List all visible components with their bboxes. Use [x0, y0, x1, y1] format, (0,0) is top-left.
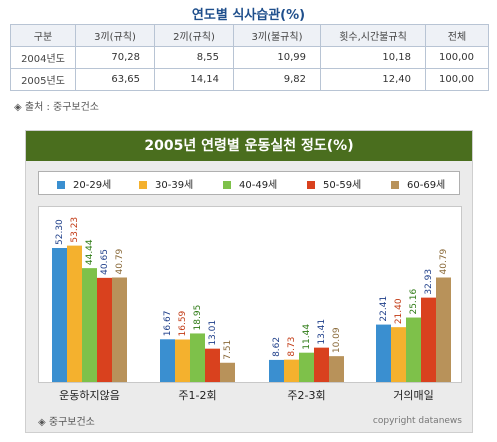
- legend-swatch: [307, 181, 315, 189]
- legend-label: 60-69세: [407, 180, 446, 191]
- table-cell: 14,14: [154, 68, 234, 91]
- table-cell: 100,00: [425, 68, 489, 91]
- bar: [112, 277, 127, 382]
- source-note: ◈ 출처 : 중구보건소: [14, 102, 99, 113]
- header-cell: 3끼(규칙): [75, 24, 155, 47]
- legend-label: 30-39세: [155, 180, 194, 191]
- legend-swatch: [139, 181, 147, 189]
- data-label: 11.44: [302, 324, 312, 350]
- data-label: 40.79: [115, 248, 125, 274]
- bar: [97, 277, 112, 382]
- chart-source: ◈ 중구보건소: [38, 417, 95, 428]
- bar: [284, 359, 299, 382]
- table-row: 2004년도 70,28 8,55 10,99 10,18 100,00: [10, 46, 489, 69]
- table-title: 연도별 식사습관(%): [191, 8, 306, 23]
- data-label: 21.40: [394, 298, 404, 324]
- bar: [376, 324, 391, 382]
- data-label: 18.95: [193, 305, 203, 331]
- data-label: 16.59: [178, 310, 188, 336]
- legend-label: 40-49세: [239, 180, 278, 191]
- bar: [299, 352, 314, 382]
- bar: [220, 362, 235, 382]
- data-label: 32.93: [424, 269, 434, 295]
- legend-item: 40-49세: [223, 176, 277, 191]
- data-label: 16.67: [163, 311, 173, 337]
- legend-swatch: [391, 181, 399, 189]
- table-cell: 2004년도: [10, 46, 76, 69]
- table-cell: 10,99: [233, 46, 321, 69]
- data-label: 22.41: [379, 296, 389, 322]
- table-row: 2005년도 63,65 14,14 9,82 12,40 100,00: [10, 68, 489, 91]
- bar: [391, 327, 406, 382]
- bar: [329, 356, 344, 382]
- bar: [421, 297, 436, 382]
- category-label: 거의매일: [393, 389, 434, 402]
- table-header-row: 구분 3끼(규칙) 2끼(규칙) 3끼(불규칙) 횟수,시간불규칙 전체: [10, 24, 489, 47]
- bar: [205, 348, 220, 382]
- table-cell: 8,55: [154, 46, 234, 69]
- header-cell: 구분: [10, 24, 76, 47]
- legend-label: 50-59세: [323, 180, 362, 191]
- table-cell: 10,18: [320, 46, 426, 69]
- header-cell: 횟수,시간불규칙: [320, 24, 426, 47]
- bar: [175, 339, 190, 382]
- bar: [52, 248, 67, 382]
- bar: [269, 359, 284, 382]
- plot-area: 52.30 53.23 44.44 40.65 40.79 16.67 16.59 18.95…: [38, 206, 462, 383]
- table-cell: 70,28: [75, 46, 155, 69]
- category-label: 주2-3회: [287, 389, 326, 402]
- header-cell: 2끼(규칙): [154, 24, 234, 47]
- bar-chart: 52.30 53.23 44.44 40.65 40.79 16.67 16.59 18.95…: [52, 217, 451, 382]
- header-cell: 3끼(불규칙): [233, 24, 321, 47]
- legend-label: 20-29세: [73, 180, 112, 191]
- table-cell: 2005년도: [10, 68, 76, 91]
- chart-panel: 2005년 연령별 운동실천 정도(%) 20-29세 30-39세 40-49세 5…: [25, 130, 473, 433]
- data-label: 7.51: [223, 340, 233, 360]
- table-cell: 100,00: [425, 46, 489, 69]
- table-cell: 12,40: [320, 68, 426, 91]
- bar: [82, 268, 97, 382]
- copyright-text: copyright datanews: [372, 416, 462, 426]
- legend-item: 30-39세: [139, 176, 193, 191]
- bar: [406, 317, 421, 382]
- legend-swatch: [57, 181, 65, 189]
- legend-item: 50-59세: [307, 176, 361, 191]
- legend-swatch: [223, 181, 231, 189]
- data-label: 13.01: [208, 320, 218, 346]
- diet-habits-table: 구분 3끼(규칙) 2끼(규칙) 3끼(불규칙) 횟수,시간불규칙 전체 200…: [10, 24, 489, 91]
- data-label: 40.65: [100, 249, 110, 275]
- bar: [67, 245, 82, 382]
- data-label: 13.41: [317, 319, 327, 345]
- data-label: 52.30: [55, 219, 65, 245]
- chart-title: 2005년 연령별 운동실천 정도(%): [26, 131, 472, 161]
- table-cell: 9,82: [233, 68, 321, 91]
- data-label: 8.73: [287, 337, 297, 357]
- category-label: 운동하지않음: [59, 389, 120, 402]
- chart-legend: 20-29세 30-39세 40-49세 50-59세 60-69세: [38, 171, 460, 195]
- data-label: 8.62: [272, 337, 282, 357]
- category-label: 주1-2회: [178, 389, 217, 402]
- bar: [436, 277, 451, 382]
- bar: [160, 339, 175, 382]
- data-label: 25.16: [409, 288, 419, 314]
- data-label: 53.23: [70, 217, 80, 243]
- bar: [314, 347, 329, 382]
- legend-item: 20-29세: [57, 176, 111, 191]
- bar: [190, 333, 205, 382]
- data-label: 40.79: [439, 248, 449, 274]
- legend-item: 60-69세: [391, 176, 445, 191]
- table-cell: 63,65: [75, 68, 155, 91]
- data-label: 44.44: [85, 239, 95, 265]
- data-label: 10.09: [332, 327, 342, 353]
- header-cell: 전체: [425, 24, 489, 47]
